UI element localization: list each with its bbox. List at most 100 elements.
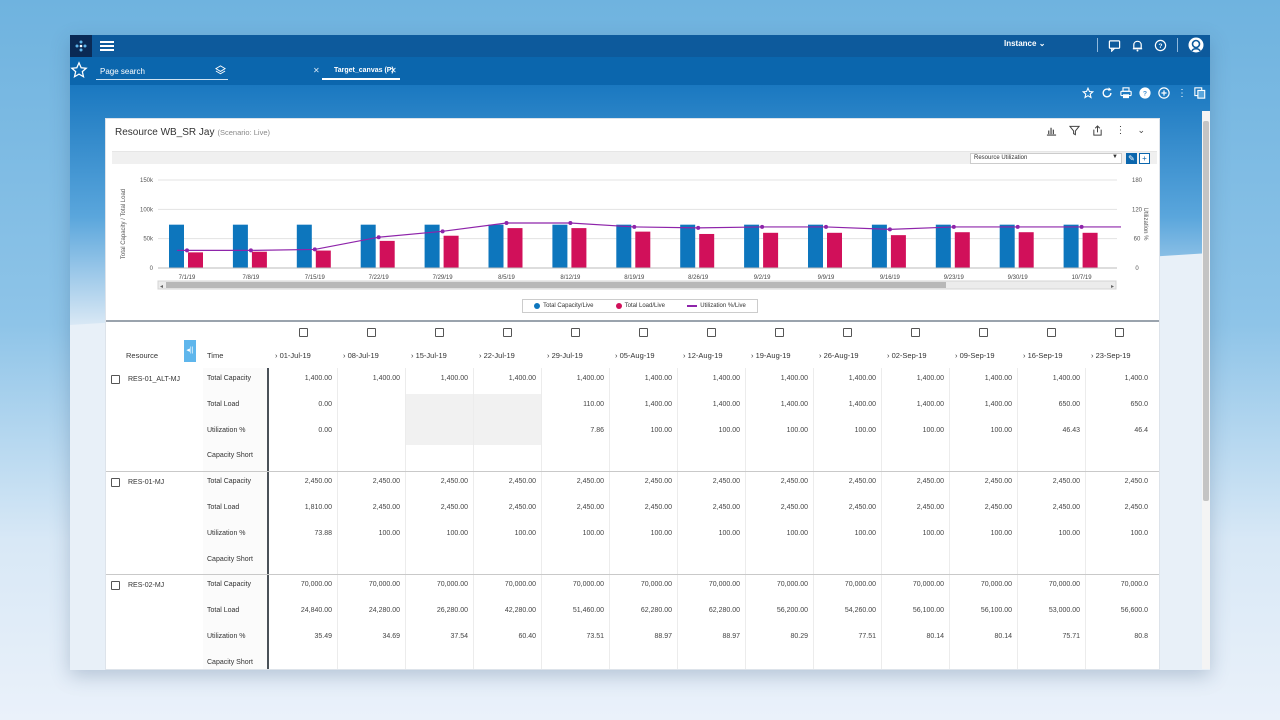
column-checkbox[interactable]	[503, 328, 512, 337]
data-cell[interactable]: 1,400.00	[712, 400, 740, 408]
add-circle-icon[interactable]	[1158, 87, 1170, 99]
date-header[interactable]: › 26-Aug-19	[819, 351, 859, 360]
data-cell[interactable]: 1,400.00	[712, 375, 740, 382]
data-cell[interactable]: 2,450.00	[644, 478, 672, 486]
data-cell[interactable]: 46.4	[1134, 426, 1148, 434]
data-cell[interactable]: 2,450.00	[984, 478, 1012, 486]
data-cell[interactable]: 1,400.00	[984, 400, 1012, 408]
data-cell[interactable]: 1,400.00	[508, 375, 536, 382]
data-cell[interactable]: 2,450.0	[1124, 504, 1148, 511]
data-cell[interactable]: 1,400.00	[1052, 375, 1080, 382]
add-chart-button[interactable]: +	[1139, 153, 1150, 164]
data-cell[interactable]: 75.71	[1062, 633, 1080, 640]
data-cell[interactable]: 7.86	[590, 426, 604, 434]
refresh-icon[interactable]	[1101, 87, 1113, 99]
vertical-scrollbar[interactable]	[1202, 111, 1210, 669]
data-cell[interactable]: 1,400.00	[916, 400, 944, 408]
data-cell[interactable]: 26,280.00	[436, 607, 468, 615]
data-cell[interactable]: 70,000.00	[640, 581, 672, 589]
data-cell[interactable]: 2,450.00	[712, 478, 740, 486]
data-cell[interactable]: 2,450.00	[440, 478, 468, 486]
data-cell[interactable]: 42,280.00	[504, 607, 536, 615]
column-checkbox[interactable]	[639, 328, 648, 337]
data-cell[interactable]: 100.00	[582, 529, 604, 537]
data-cell[interactable]: 34.69	[382, 633, 400, 640]
menu-icon[interactable]	[100, 39, 114, 53]
data-cell[interactable]: 70,000.00	[776, 581, 808, 589]
data-cell[interactable]: 80.29	[790, 633, 808, 640]
data-cell[interactable]: 70,000.00	[572, 581, 604, 589]
data-cell[interactable]: 100.00	[786, 426, 808, 434]
data-cell[interactable]: 0.00	[318, 400, 332, 408]
data-cell[interactable]: 2,450.00	[780, 504, 808, 511]
data-cell[interactable]: 2,450.00	[644, 504, 672, 511]
export-icon[interactable]	[1092, 125, 1103, 136]
data-cell[interactable]: 2,450.00	[712, 504, 740, 511]
data-cell[interactable]: 73.88	[314, 529, 332, 537]
data-cell[interactable]: 80.14	[926, 633, 944, 640]
more-vertical-icon[interactable]: ⋮	[1115, 125, 1126, 136]
data-cell[interactable]: 56,100.00	[912, 607, 944, 615]
data-cell[interactable]: 88.97	[722, 633, 740, 640]
data-cell[interactable]: 650.00	[1058, 400, 1080, 408]
data-cell[interactable]: 2,450.00	[780, 478, 808, 486]
column-splitter[interactable]: ◂||	[184, 340, 196, 362]
favorite-star-icon[interactable]	[70, 61, 88, 79]
date-header[interactable]: › 22-Jul-19	[479, 351, 515, 360]
data-cell[interactable]: 1,400.00	[576, 375, 604, 382]
data-cell[interactable]: 56,600.0	[1120, 607, 1148, 615]
data-cell[interactable]: 100.00	[922, 529, 944, 537]
data-cell[interactable]: 100.00	[650, 529, 672, 537]
data-cell[interactable]: 2,450.00	[848, 504, 876, 511]
chat-icon[interactable]	[1108, 39, 1121, 52]
data-cell[interactable]: 100.00	[922, 426, 944, 434]
column-checkbox[interactable]	[571, 328, 580, 337]
data-cell[interactable]: 62,280.00	[640, 607, 672, 615]
instance-dropdown[interactable]: Instance ⌄	[1004, 39, 1045, 48]
resource-checkbox[interactable]	[111, 581, 120, 591]
app-logo-icon[interactable]	[70, 35, 92, 57]
filter-icon[interactable]	[1069, 125, 1081, 136]
data-cell[interactable]: 24,840.00	[300, 607, 332, 615]
data-cell[interactable]: 100.00	[718, 426, 740, 434]
data-cell[interactable]: 2,450.00	[1052, 478, 1080, 486]
data-cell[interactable]: 80.8	[1134, 633, 1148, 640]
data-cell[interactable]: 100.00	[378, 529, 400, 537]
column-checkbox[interactable]	[911, 328, 920, 337]
data-cell[interactable]: 37.54	[450, 633, 468, 640]
date-header[interactable]: › 02-Sep-19	[887, 351, 927, 360]
bell-icon[interactable]	[1131, 39, 1144, 52]
help-icon[interactable]: ?	[1154, 39, 1167, 52]
column-checkbox[interactable]	[979, 328, 988, 337]
data-cell[interactable]: 100.00	[446, 529, 468, 537]
data-cell[interactable]: 2,450.00	[440, 504, 468, 511]
data-cell[interactable]: 70,000.00	[844, 581, 876, 589]
chart-grid-divider[interactable]	[106, 320, 1159, 322]
page-search-input[interactable]: Page search	[96, 62, 228, 80]
data-cell[interactable]: 1,400.00	[984, 375, 1012, 382]
data-cell[interactable]: 70,000.00	[708, 581, 740, 589]
date-header[interactable]: › 29-Jul-19	[547, 351, 583, 360]
data-cell[interactable]: 100.00	[650, 426, 672, 434]
data-cell[interactable]: 1,400.0	[1124, 375, 1148, 382]
data-cell[interactable]: 88.97	[654, 633, 672, 640]
data-cell[interactable]: 2,450.00	[848, 478, 876, 486]
data-cell[interactable]: 2,450.00	[916, 478, 944, 486]
data-cell[interactable]: 100.00	[990, 426, 1012, 434]
data-cell[interactable]: 2,450.00	[984, 504, 1012, 511]
date-header[interactable]: › 23-Sep-19	[1091, 351, 1131, 360]
close-tab-icon[interactable]: ✕	[313, 66, 320, 75]
print-icon[interactable]	[1120, 87, 1132, 99]
resource-checkbox[interactable]	[111, 375, 120, 384]
data-cell[interactable]: 100.00	[1058, 529, 1080, 537]
data-cell[interactable]: 100.00	[514, 529, 536, 537]
bar-chart-icon[interactable]	[1046, 125, 1057, 136]
column-checkbox[interactable]	[1047, 328, 1056, 337]
data-cell[interactable]: 70,000.00	[912, 581, 944, 589]
data-cell[interactable]: 70,000.00	[1048, 581, 1080, 589]
data-cell[interactable]: 100.00	[718, 529, 740, 537]
copy-icon[interactable]	[1194, 87, 1206, 99]
data-cell[interactable]: 70,000.00	[300, 581, 332, 589]
data-cell[interactable]: 100.00	[854, 426, 876, 434]
data-cell[interactable]: 51,460.00	[572, 607, 604, 615]
